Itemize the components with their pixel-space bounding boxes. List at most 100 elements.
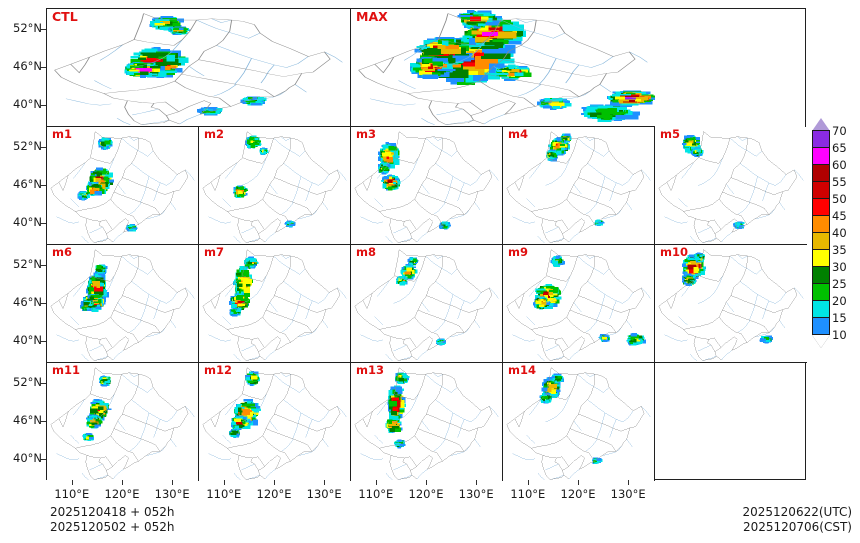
panel-m1[interactable]: m1 [47, 127, 199, 245]
map-m1 [47, 127, 198, 244]
panel-m2[interactable]: m2 [199, 127, 351, 245]
y-tick-label: 46°N [13, 413, 42, 427]
y-tick-label: 52°N [13, 375, 42, 390]
x-tick-mark [628, 480, 630, 485]
panel-grid: CTL MAX m1 m2 m3 m4 m5 m6 m7 m8 m9 m10 m11 m12 m13 m14 [46, 8, 807, 481]
colorbar-segment [812, 164, 830, 182]
x-tick-label: 120°E [560, 487, 596, 501]
x-tick-label: 120°E [256, 487, 292, 501]
y-tick-label: 40°N [13, 332, 42, 347]
x-tick-label: 130°E [610, 487, 646, 501]
valid-time-cst: 2025120706(CST) [742, 520, 852, 534]
colorbar-segment [812, 232, 830, 250]
colorbar-tick-label: 30 [832, 260, 847, 274]
panel-m4[interactable]: m4 [503, 127, 655, 245]
map-m5 [655, 127, 807, 244]
y-tick-label: 46°N [13, 177, 42, 191]
map-m13 [351, 363, 502, 481]
y-tick-mark [40, 265, 46, 267]
panel-label-m2: m2 [204, 127, 224, 141]
x-tick-mark [71, 480, 73, 485]
panel-label-m11: m11 [52, 363, 80, 377]
y-tick-mark [40, 185, 46, 186]
x-tick-label: 110°E [510, 487, 546, 501]
map-m8 [351, 245, 502, 362]
colorbar-tick-label: 35 [832, 243, 847, 257]
y-tick-mark [40, 383, 46, 385]
y-tick-label: 46°N [13, 295, 42, 309]
panel-m9[interactable]: m9 [503, 245, 655, 363]
init-time-line-2: 2025120502 + 052h [50, 520, 175, 534]
panel-label-m4: m4 [508, 127, 528, 141]
panel-label-m3: m3 [356, 127, 376, 141]
colorbar-segment [812, 249, 830, 267]
panel-label-m5: m5 [660, 127, 680, 141]
x-tick-label: 130°E [306, 487, 342, 501]
y-tick-mark [40, 222, 46, 224]
footer-right: 2025120622(UTC) 2025120706(CST) [743, 505, 853, 535]
panel-m7[interactable]: m7 [199, 245, 351, 363]
x-tick-mark [527, 480, 529, 485]
panel-m10[interactable]: m10 [655, 245, 807, 363]
x-tick-mark [122, 480, 123, 485]
y-tick-label: 52°N [13, 257, 42, 272]
footer-left: 2025120418 + 052h 2025120502 + 052h [50, 505, 175, 535]
map-m10 [655, 245, 807, 362]
y-tick-mark [40, 340, 46, 342]
colorbar-segment [812, 300, 830, 318]
y-tick-mark [40, 104, 46, 106]
colorbar-segment [812, 147, 830, 165]
colorbar-tick-label: 25 [832, 277, 847, 291]
map-m9 [503, 245, 654, 362]
y-tick-label: 46°N [13, 59, 42, 73]
colorbar-tick-label: 70 [832, 124, 847, 138]
x-tick-label: 120°E [104, 487, 140, 501]
colorbar-tick-label: 65 [832, 141, 847, 155]
colorbar-segment [812, 317, 830, 335]
colorbar-segment [812, 198, 830, 216]
x-tick-mark [476, 480, 478, 485]
x-tick-mark [375, 480, 377, 485]
panel-ctl[interactable]: CTL [47, 9, 351, 127]
y-tick-label: 40°N [13, 96, 42, 111]
panel-label-m14: m14 [508, 363, 536, 377]
panel-label-m13: m13 [356, 363, 384, 377]
y-tick-mark [40, 421, 46, 422]
panel-label-m12: m12 [204, 363, 232, 377]
panel-label-m6: m6 [52, 245, 72, 259]
colorbar-tick-label: 15 [832, 311, 847, 325]
map-m14 [503, 363, 654, 481]
x-tick-mark [578, 480, 579, 485]
map-m12 [199, 363, 350, 481]
x-tick-label: 120°E [408, 487, 444, 501]
x-tick-mark [274, 480, 275, 485]
map-m2 [199, 127, 350, 244]
colorbar-tick-label: 60 [832, 158, 847, 172]
panel-label-m8: m8 [356, 245, 376, 259]
panel-m5[interactable]: m5 [655, 127, 807, 245]
y-tick-label: 40°N [13, 450, 42, 465]
panel-m3[interactable]: m3 [351, 127, 503, 245]
panel-label-m1: m1 [52, 127, 72, 141]
x-tick-label: 110°E [358, 487, 394, 501]
x-tick-label: 130°E [154, 487, 190, 501]
panel-m6[interactable]: m6 [47, 245, 199, 363]
map-max [351, 9, 655, 126]
panel-max[interactable]: MAX [351, 9, 655, 127]
panel-label-max: MAX [356, 9, 388, 24]
panel-m12[interactable]: m12 [199, 363, 351, 481]
panel-m14[interactable]: m14 [503, 363, 655, 481]
panel-m13[interactable]: m13 [351, 363, 503, 481]
x-tick-label: 110°E [206, 487, 242, 501]
panel-label-m10: m10 [660, 245, 688, 259]
x-tick-label: 110°E [54, 487, 90, 501]
map-m3 [351, 127, 502, 244]
colorbar-segment [812, 130, 830, 148]
map-m6 [47, 245, 198, 362]
init-time-line-1: 2025120418 + 052h [50, 505, 175, 519]
y-tick-mark [40, 458, 46, 460]
panel-m11[interactable]: m11 [47, 363, 199, 481]
colorbar [812, 118, 830, 348]
panel-m8[interactable]: m8 [351, 245, 503, 363]
